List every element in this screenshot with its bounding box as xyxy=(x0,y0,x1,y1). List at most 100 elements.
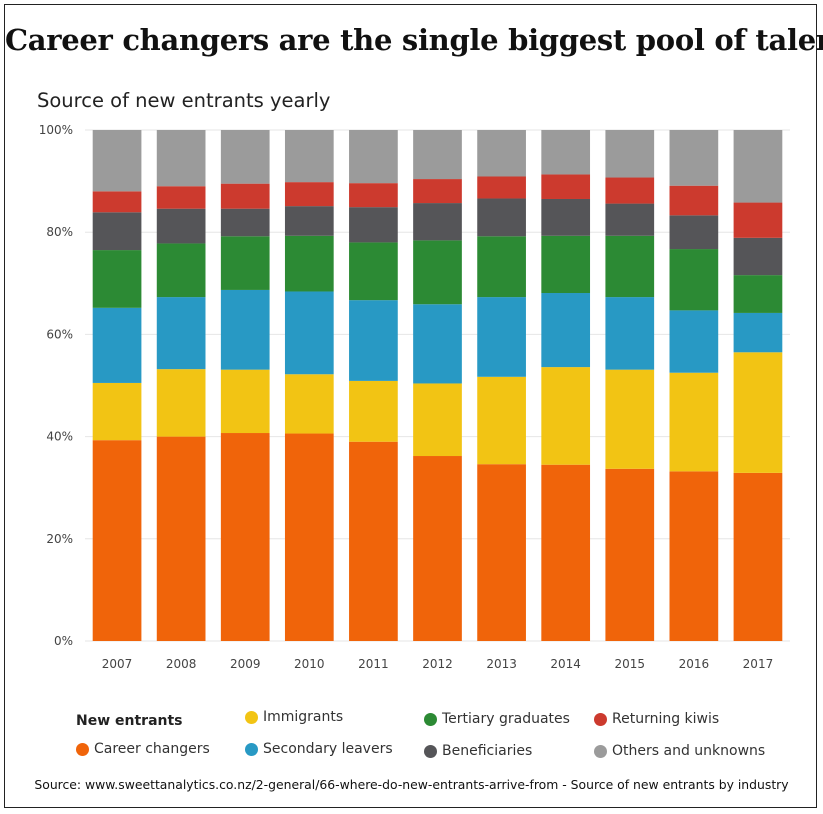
x-tick-label: 2009 xyxy=(230,657,261,671)
y-tick-label: 20% xyxy=(46,532,73,546)
bar-segment xyxy=(92,191,142,213)
legend-item-returning-kiwis: Returning kiwis xyxy=(594,711,719,727)
bar-segment xyxy=(733,237,783,276)
bar-segment xyxy=(669,310,719,373)
x-tick-label: 2015 xyxy=(614,657,645,671)
bar-segment xyxy=(284,206,334,236)
legend: New entrants Career changers Immigrants … xyxy=(5,705,818,765)
stacked-bar-chart: 0% 20% 40% 60% 80% 100% 2007 2008 2009 2010 2011 20… xyxy=(39,123,790,671)
bar-segment xyxy=(92,307,142,383)
legend-dot-others-and-unknowns xyxy=(594,744,607,758)
x-tick-label: 2011 xyxy=(358,657,389,671)
legend-label-tertiary-graduates: Tertiary graduates xyxy=(442,711,570,727)
legend-item-beneficiaries: Beneficiaries xyxy=(424,743,532,759)
bar-segment xyxy=(413,240,462,305)
bar-segment xyxy=(284,182,334,207)
bar-segment xyxy=(605,130,655,178)
legend-item-immigrants: Immigrants xyxy=(245,709,343,725)
legend-label-career-changers: Career changers xyxy=(94,741,210,757)
bar-segment xyxy=(349,380,398,442)
bar-segment xyxy=(284,130,334,183)
bar-segment xyxy=(541,198,591,236)
bar-segment xyxy=(156,297,206,370)
y-tick-label: 80% xyxy=(46,225,73,239)
legend-dot-tertiary-graduates xyxy=(424,712,437,726)
bar-segment xyxy=(349,130,398,184)
bar-segment xyxy=(733,202,783,238)
bar-segment xyxy=(541,235,591,294)
bar-segment xyxy=(284,374,334,434)
bar-segment xyxy=(477,376,526,465)
bar-segment xyxy=(541,367,591,465)
bar-segment xyxy=(349,207,398,243)
legend-item-career-changers: Career changers xyxy=(76,741,210,757)
bar-segment xyxy=(156,369,206,437)
bar-segment xyxy=(220,208,270,237)
bar-segment xyxy=(733,275,783,313)
legend-label-returning-kiwis: Returning kiwis xyxy=(612,711,720,727)
bar-segment xyxy=(349,300,398,381)
bar-segment xyxy=(413,304,462,384)
legend-label-secondary-leavers: Secondary leavers xyxy=(263,741,393,757)
bar-segment xyxy=(605,177,655,204)
legend-dot-returning-kiwis xyxy=(594,712,607,726)
chart-frame: Career changers are the single biggest p… xyxy=(4,4,823,808)
y-tick-label: 60% xyxy=(46,327,73,341)
bar-segment xyxy=(541,130,591,175)
chart-title: Career changers are the single biggest p… xyxy=(5,23,823,57)
source-note: Source: www.sweettanalytics.co.nz/2-gene… xyxy=(34,777,789,792)
bar-segment xyxy=(541,174,591,199)
bar-segment xyxy=(605,468,655,641)
bar-segment xyxy=(349,183,398,208)
bar-segment xyxy=(284,291,334,375)
bar-segment xyxy=(156,208,206,244)
bar-segment xyxy=(669,130,719,186)
bar-segment xyxy=(220,369,270,434)
bar-segment xyxy=(477,464,526,641)
bar-segment xyxy=(92,130,142,192)
bar-segment xyxy=(92,382,142,441)
bar-segment xyxy=(413,456,462,641)
bar-segment xyxy=(92,440,142,641)
legend-dot-career-changers xyxy=(76,742,89,756)
bar-segment xyxy=(92,250,142,308)
bar-segment xyxy=(669,372,719,472)
bar-segment xyxy=(733,130,783,203)
bar-segment xyxy=(605,203,655,236)
bar-segment xyxy=(733,352,783,473)
bar-segment xyxy=(605,235,655,298)
bar-segment xyxy=(413,179,462,204)
y-tick-label: 100% xyxy=(39,123,73,137)
bar-segment xyxy=(477,297,526,377)
x-tick-label: 2010 xyxy=(294,657,325,671)
x-tick-label: 2008 xyxy=(166,657,197,671)
bar-segment xyxy=(733,312,783,353)
bar-segment xyxy=(349,242,398,301)
bar-segment xyxy=(220,433,270,641)
y-tick-label: 0% xyxy=(54,634,73,648)
x-tick-label: 2007 xyxy=(102,657,133,671)
x-tick-label: 2016 xyxy=(679,657,710,671)
legend-title: New entrants xyxy=(76,713,183,729)
legend-label-others-and-unknowns: Others and unknowns xyxy=(612,743,766,759)
bar-segment xyxy=(733,472,783,641)
legend-item-secondary-leavers: Secondary leavers xyxy=(245,741,393,757)
bar-segment xyxy=(284,433,334,641)
bar-segment xyxy=(413,130,462,180)
bar-segment xyxy=(477,176,526,199)
bar-segment xyxy=(541,464,591,641)
legend-item-tertiary-graduates: Tertiary graduates xyxy=(424,711,570,727)
legend-label-beneficiaries: Beneficiaries xyxy=(442,743,533,759)
bar-segment xyxy=(413,383,462,457)
bar-segment xyxy=(413,203,462,241)
bar-segment xyxy=(156,243,206,298)
legend-label-immigrants: Immigrants xyxy=(263,709,344,725)
bar-segment xyxy=(220,236,270,290)
chart-subtitle: Source of new entrants yearly xyxy=(37,89,331,112)
legend-dot-beneficiaries xyxy=(424,744,437,758)
bar-segment xyxy=(156,130,206,187)
bar-segment xyxy=(605,369,655,469)
x-tick-label: 2017 xyxy=(743,657,774,671)
bar-segment xyxy=(669,215,719,250)
bar-segment xyxy=(669,471,719,641)
